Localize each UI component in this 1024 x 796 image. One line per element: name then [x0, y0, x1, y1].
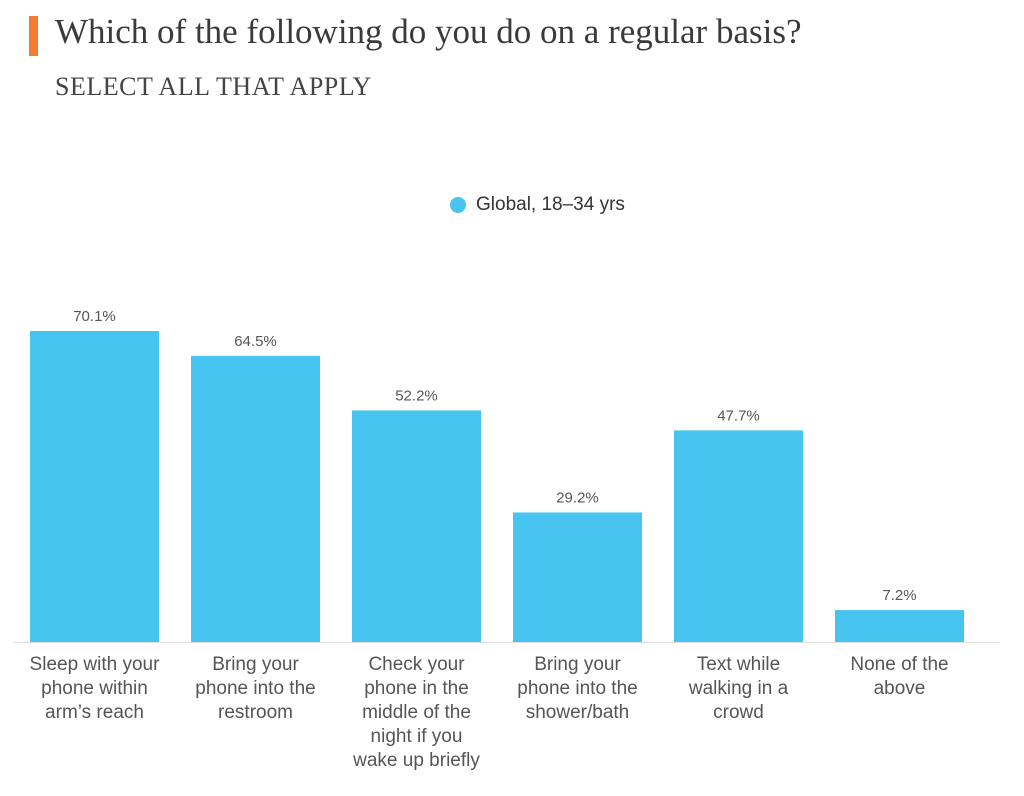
bar	[191, 355, 320, 642]
category-label-line: walking in a	[688, 678, 789, 699]
value-label: 7.2%	[882, 587, 916, 604]
value-label: 64.5%	[234, 333, 277, 350]
bar	[30, 331, 159, 642]
category-label-line: arm’s reach	[45, 702, 144, 723]
category-label: Text while walking in a crowd	[688, 654, 789, 723]
category-label-line: Check your	[368, 654, 465, 675]
category-label-line: above	[874, 678, 926, 699]
chart-subtitle: SELECT ALL THAT APPLY	[55, 72, 372, 101]
value-label: 47.7%	[717, 407, 760, 424]
category-label: Check your phone in the middle of the night…	[352, 654, 480, 771]
category-label-line: restroom	[218, 702, 293, 723]
category-label-line: phone in the	[364, 678, 469, 699]
category-label-line: shower/bath	[526, 702, 630, 723]
category-label-line: phone within	[41, 678, 148, 699]
value-label: 29.2%	[556, 489, 599, 506]
category-label-line: phone into the	[517, 678, 637, 699]
category-label-line: Bring your	[534, 654, 621, 675]
category-label-line: middle of the	[362, 702, 471, 723]
bar	[674, 430, 803, 642]
category-label: Sleep with your phone within arm’s reach	[30, 654, 161, 723]
category-label: None of the above	[850, 654, 948, 699]
category-label-line: night if you	[371, 726, 463, 747]
category-label-line: Bring your	[212, 654, 299, 675]
category-label: Bring your phone into the shower/bath	[517, 654, 637, 723]
category-label: Bring your phone into the restroom	[195, 654, 315, 723]
legend-swatch	[450, 197, 466, 213]
legend-label: Global, 18–34 yrs	[476, 194, 625, 215]
category-label-line: crowd	[713, 702, 764, 723]
category-label-line: phone into the	[195, 678, 315, 699]
chart-title: Which of the following do you do on a re…	[55, 12, 802, 51]
bar	[513, 512, 642, 642]
category-label-line: Sleep with your	[30, 654, 161, 675]
legend: Global, 18–34 yrs	[450, 194, 625, 216]
category-label-line: None of the	[850, 654, 948, 675]
value-label: 52.2%	[395, 387, 438, 404]
bar	[835, 610, 964, 642]
category-label-line: wake up briefly	[352, 750, 480, 771]
bar	[352, 410, 481, 642]
title-accent-bar	[29, 16, 38, 56]
value-label: 70.1%	[73, 308, 116, 325]
category-label-line: Text while	[697, 654, 780, 675]
